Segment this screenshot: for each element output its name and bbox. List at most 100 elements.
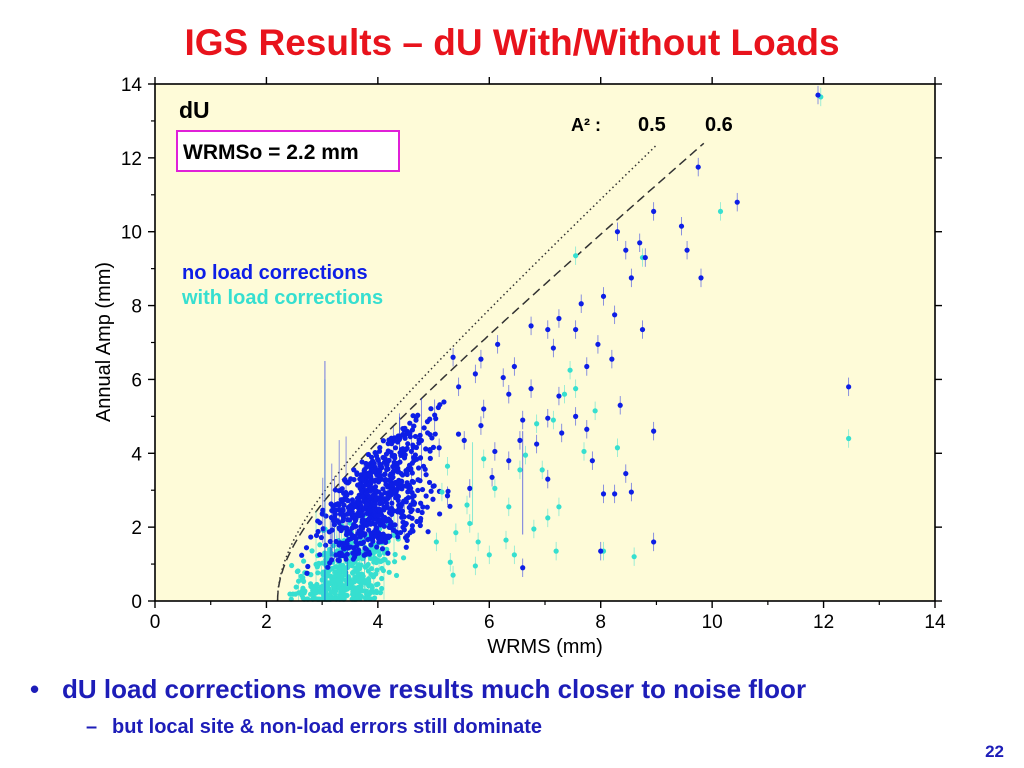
blue-cloud-point bbox=[404, 537, 410, 544]
blue-cloud-point bbox=[409, 507, 415, 513]
blue-cloud-point bbox=[412, 452, 418, 458]
cyan-point-34 bbox=[444, 463, 451, 469]
cyan-cloud-point bbox=[309, 548, 315, 554]
blue-cloud-point bbox=[417, 522, 423, 529]
blue-cloud-point bbox=[320, 507, 326, 513]
blue-cloud-point bbox=[340, 506, 346, 513]
blue-cloud-point bbox=[430, 444, 437, 450]
blue-cloud-point bbox=[339, 552, 346, 558]
blue-point-44 bbox=[444, 493, 451, 499]
blue-cloud-point bbox=[359, 488, 365, 495]
blue-point-36 bbox=[623, 470, 629, 477]
cyan-cloud-point bbox=[365, 568, 371, 574]
blue-cloud-point bbox=[397, 435, 403, 441]
cyan-point-15 bbox=[545, 515, 551, 521]
blue-cloud-point bbox=[380, 438, 386, 444]
curve-a2-0.6 bbox=[276, 142, 705, 602]
blue-cloud-point bbox=[346, 504, 353, 510]
cyan-cloud-point bbox=[318, 584, 324, 590]
blue-cloud-point bbox=[401, 513, 407, 520]
blue-cloud-point bbox=[416, 465, 422, 471]
blue-cloud-point bbox=[388, 519, 394, 526]
blue-cloud-point bbox=[382, 533, 389, 539]
blue-cloud-point bbox=[410, 442, 416, 448]
cyan-point-5 bbox=[573, 386, 579, 392]
blue-point-10 bbox=[623, 247, 629, 253]
cyan-cloud-point bbox=[386, 569, 392, 575]
blue-cloud-point bbox=[320, 526, 326, 532]
blue-point-3 bbox=[651, 208, 657, 215]
cyan-cloud-point bbox=[367, 596, 374, 602]
cyan-cloud-point bbox=[289, 562, 295, 569]
cyan-point-14 bbox=[556, 504, 562, 510]
bullet-symbol: • bbox=[30, 674, 40, 704]
blue-cloud-point bbox=[359, 476, 365, 482]
blue-cloud-point bbox=[425, 529, 431, 535]
blue-cloud-point bbox=[413, 417, 419, 423]
y-tick-label-2: 2 bbox=[131, 518, 142, 539]
cyan-point-37 bbox=[472, 563, 478, 569]
blue-cloud-point bbox=[421, 425, 427, 431]
blue-point-24 bbox=[559, 430, 565, 436]
blue-cloud-point bbox=[383, 481, 389, 488]
blue-cloud-point bbox=[349, 509, 355, 515]
blue-cloud-point bbox=[411, 423, 417, 429]
slide-title: IGS Results – dU With/Without Loads bbox=[184, 22, 840, 63]
y-tick-label-14: 14 bbox=[121, 75, 143, 96]
blue-cloud-point bbox=[335, 557, 341, 563]
legend-no-load: no load corrections bbox=[182, 262, 368, 284]
legend-with-load: with load corrections bbox=[181, 287, 383, 309]
cyan-point-23 bbox=[467, 520, 473, 527]
blue-point-54 bbox=[461, 437, 467, 443]
blue-cloud-point bbox=[345, 498, 351, 504]
cyan-cloud-point bbox=[335, 572, 342, 579]
y-tick-label-0: 0 bbox=[131, 592, 142, 613]
blue-point-23 bbox=[573, 413, 579, 419]
blue-cloud-point bbox=[327, 538, 333, 545]
blue-cloud-point bbox=[415, 477, 421, 483]
x-tick-label-2: 2 bbox=[261, 612, 272, 633]
blue-point-40 bbox=[598, 548, 604, 554]
blue-cloud-point bbox=[332, 511, 338, 517]
blue-point-5 bbox=[614, 229, 621, 235]
blue-point-15 bbox=[545, 326, 551, 333]
blue-cloud-point bbox=[381, 523, 387, 529]
blue-cloud-point bbox=[372, 501, 378, 508]
x-tick-label-0: 0 bbox=[150, 612, 161, 633]
blue-cloud-point bbox=[412, 433, 419, 440]
blue-cloud-point bbox=[379, 492, 385, 498]
cyan-cloud-point bbox=[375, 581, 381, 587]
blue-cloud-point bbox=[420, 504, 426, 510]
cyan-cloud-point bbox=[365, 561, 371, 568]
blue-point-17 bbox=[511, 363, 517, 370]
blue-cloud-point bbox=[424, 504, 430, 510]
blue-cloud-point bbox=[333, 538, 339, 545]
blue-cloud-point bbox=[384, 503, 390, 509]
blue-cloud-point bbox=[419, 509, 425, 516]
cyan-cloud-point bbox=[296, 590, 302, 596]
blue-cloud-point bbox=[386, 457, 392, 463]
blue-cloud-point bbox=[415, 487, 421, 493]
x-tick-label-4: 4 bbox=[373, 612, 384, 633]
blue-point-33 bbox=[506, 458, 512, 464]
cyan-cloud-point bbox=[392, 551, 398, 558]
blue-cloud-point bbox=[395, 534, 401, 540]
blue-cloud-point bbox=[372, 484, 379, 490]
x-tick-label-8: 8 bbox=[595, 612, 606, 633]
blue-point-12 bbox=[600, 293, 607, 299]
blue-point-32 bbox=[517, 437, 523, 443]
blue-point-45 bbox=[467, 485, 473, 491]
blue-cloud-point bbox=[318, 534, 325, 541]
blue-cloud-point bbox=[377, 472, 383, 478]
blue-cloud-point bbox=[409, 515, 415, 521]
blue-cloud-point bbox=[332, 487, 339, 493]
blue-cloud-point bbox=[359, 531, 365, 538]
blue-cloud-point bbox=[374, 544, 380, 550]
cyan-point-21 bbox=[614, 445, 621, 451]
blue-cloud-point bbox=[371, 528, 377, 535]
blue-cloud-point bbox=[415, 507, 421, 514]
blue-cloud-point bbox=[420, 463, 427, 469]
cyan-cloud-point bbox=[319, 577, 325, 583]
blue-cloud-point bbox=[348, 544, 354, 550]
cyan-point-32 bbox=[539, 467, 545, 473]
